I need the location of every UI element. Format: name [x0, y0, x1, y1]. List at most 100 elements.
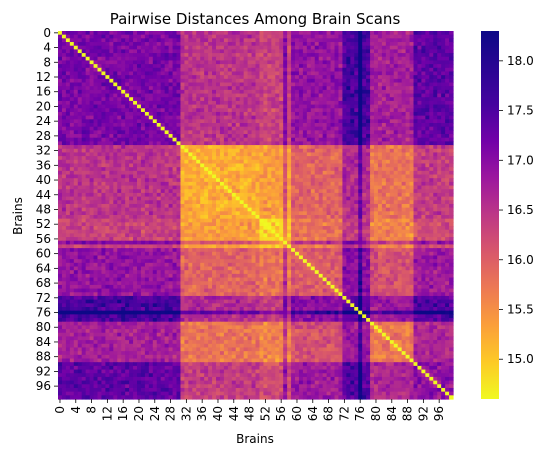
heatmap-cell — [148, 145, 154, 150]
heatmap-cell — [263, 119, 268, 124]
heatmap-cell — [283, 185, 288, 190]
heatmap-cell — [223, 134, 229, 139]
heatmap-cell — [77, 86, 83, 91]
heatmap-cell — [121, 196, 126, 201]
heatmap-cell — [168, 152, 174, 157]
heatmap-cell — [417, 134, 422, 139]
heatmap-cell — [350, 211, 355, 216]
heatmap-cell — [334, 185, 340, 190]
heatmap-cell — [377, 82, 383, 87]
heatmap-cell — [251, 115, 257, 120]
heatmap-cell — [437, 203, 442, 209]
heatmap-cell — [251, 93, 257, 98]
heatmap-cell — [413, 200, 419, 205]
heatmap-cell — [144, 123, 150, 128]
heatmap-cell — [101, 145, 106, 150]
heatmap-cell — [196, 185, 201, 190]
heatmap-cell — [279, 211, 284, 216]
heatmap-cell — [425, 45, 430, 50]
heatmap-cell — [239, 145, 245, 150]
heatmap-cell — [61, 75, 67, 80]
heatmap-cell — [429, 137, 434, 142]
heatmap-cell — [259, 148, 264, 154]
heatmap-cell — [342, 67, 347, 73]
heatmap-cell — [389, 115, 395, 120]
heatmap-cell — [219, 71, 225, 76]
heatmap-cell — [306, 192, 312, 198]
heatmap-cell — [129, 71, 134, 76]
heatmap-cell — [401, 71, 407, 76]
heatmap-cell — [204, 56, 209, 62]
heatmap-cell — [314, 126, 320, 131]
heatmap-cell — [109, 163, 114, 168]
heatmap-cell — [393, 189, 399, 194]
heatmap-cell — [342, 130, 347, 135]
heatmap-cell — [346, 207, 351, 212]
heatmap-cell — [263, 196, 268, 201]
heatmap-cell — [449, 38, 454, 43]
heatmap-cell — [283, 56, 288, 62]
heatmap-cell — [310, 123, 316, 128]
heatmap-cell — [306, 178, 312, 183]
heatmap-cell — [346, 56, 351, 62]
heatmap-cell — [101, 34, 106, 39]
heatmap-cell — [354, 71, 359, 76]
heatmap-cell — [445, 178, 450, 183]
heatmap-cell — [93, 86, 99, 91]
heatmap-cell — [314, 152, 320, 157]
heatmap-cell — [89, 137, 95, 142]
heatmap-cell — [330, 86, 336, 91]
heatmap-cell — [393, 38, 399, 43]
heatmap-cell — [374, 181, 379, 187]
heatmap-cell — [61, 89, 67, 95]
heatmap-cell — [148, 152, 154, 157]
heatmap-cell — [77, 93, 83, 98]
heatmap-cell — [69, 104, 75, 109]
heatmap-cell — [85, 31, 91, 36]
heatmap-cell — [168, 67, 174, 73]
heatmap-cell — [421, 170, 426, 176]
heatmap-cell — [129, 56, 134, 62]
heatmap-cell — [208, 108, 213, 113]
heatmap-cell — [374, 189, 379, 194]
heatmap-cell — [350, 67, 355, 73]
heatmap-cell — [85, 111, 91, 117]
heatmap-cell — [421, 119, 426, 124]
heatmap-cell — [61, 207, 67, 212]
heatmap-cell — [405, 104, 411, 109]
heatmap-cell — [235, 89, 241, 95]
heatmap-cell — [263, 123, 268, 128]
heatmap-cell — [168, 178, 174, 183]
heatmap-cell — [117, 56, 122, 62]
heatmap-cell — [310, 42, 316, 47]
heatmap-cell — [117, 31, 122, 36]
heatmap-cell — [421, 200, 426, 205]
heatmap-cell — [393, 126, 399, 131]
heatmap-cell — [152, 97, 158, 102]
heatmap-cell — [196, 134, 201, 139]
heatmap-cell — [223, 192, 229, 198]
heatmap-cell — [271, 152, 276, 157]
heatmap-cell — [385, 34, 391, 39]
heatmap-cell — [338, 45, 343, 50]
heatmap-cell — [437, 75, 442, 80]
heatmap-cell — [105, 119, 110, 124]
heatmap-cell — [89, 126, 95, 131]
heatmap-cell — [358, 89, 363, 95]
heatmap-cell — [389, 145, 395, 150]
heatmap-cell — [397, 203, 403, 209]
heatmap-cell — [370, 75, 375, 80]
heatmap-cell — [73, 159, 79, 165]
heatmap-cell — [271, 75, 276, 80]
heatmap-cell — [401, 152, 407, 157]
heatmap-cell — [318, 203, 324, 209]
heatmap-cell — [105, 38, 110, 43]
heatmap-cell — [212, 82, 217, 87]
heatmap-cell — [164, 189, 170, 194]
heatmap-cell — [287, 86, 292, 91]
heatmap-cell — [275, 78, 280, 84]
heatmap-cell — [121, 75, 126, 80]
heatmap-cell — [89, 123, 95, 128]
heatmap-cell — [275, 137, 280, 142]
heatmap-cell — [413, 163, 419, 168]
